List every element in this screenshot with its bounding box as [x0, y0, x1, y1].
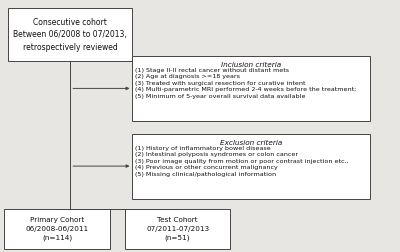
Text: Exclusion criteria: Exclusion criteria: [220, 140, 282, 146]
FancyBboxPatch shape: [4, 209, 110, 249]
Text: Inclusion criteria: Inclusion criteria: [221, 62, 281, 68]
Text: Consecutive cohort
Between 06/2008 to 07/2013,
retrospectively reviewed: Consecutive cohort Between 06/2008 to 07…: [14, 18, 127, 51]
FancyBboxPatch shape: [125, 209, 230, 249]
Text: Test Cohort
07/2011-07/2013
(n=51): Test Cohort 07/2011-07/2013 (n=51): [146, 217, 209, 240]
Text: (1) History of inflammatory bowel disease
(2) Intestinal polyposis syndromes or : (1) History of inflammatory bowel diseas…: [136, 146, 349, 177]
FancyBboxPatch shape: [132, 134, 370, 199]
FancyBboxPatch shape: [8, 8, 132, 61]
Text: (1) Stage II-II rectal cancer without distant mets
(2) Age at diagnosis >=18 yea: (1) Stage II-II rectal cancer without di…: [136, 68, 357, 99]
FancyBboxPatch shape: [132, 56, 370, 121]
Text: Primary Cohort
06/2008-06/2011
(n=114): Primary Cohort 06/2008-06/2011 (n=114): [26, 217, 89, 240]
